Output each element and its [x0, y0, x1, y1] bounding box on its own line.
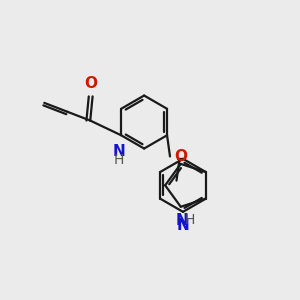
Text: N: N: [112, 143, 125, 158]
Text: H: H: [185, 213, 195, 227]
Text: H: H: [114, 153, 124, 167]
Text: N: N: [176, 213, 189, 228]
Text: O: O: [174, 149, 188, 164]
Text: N: N: [177, 218, 189, 233]
Text: O: O: [85, 76, 98, 91]
